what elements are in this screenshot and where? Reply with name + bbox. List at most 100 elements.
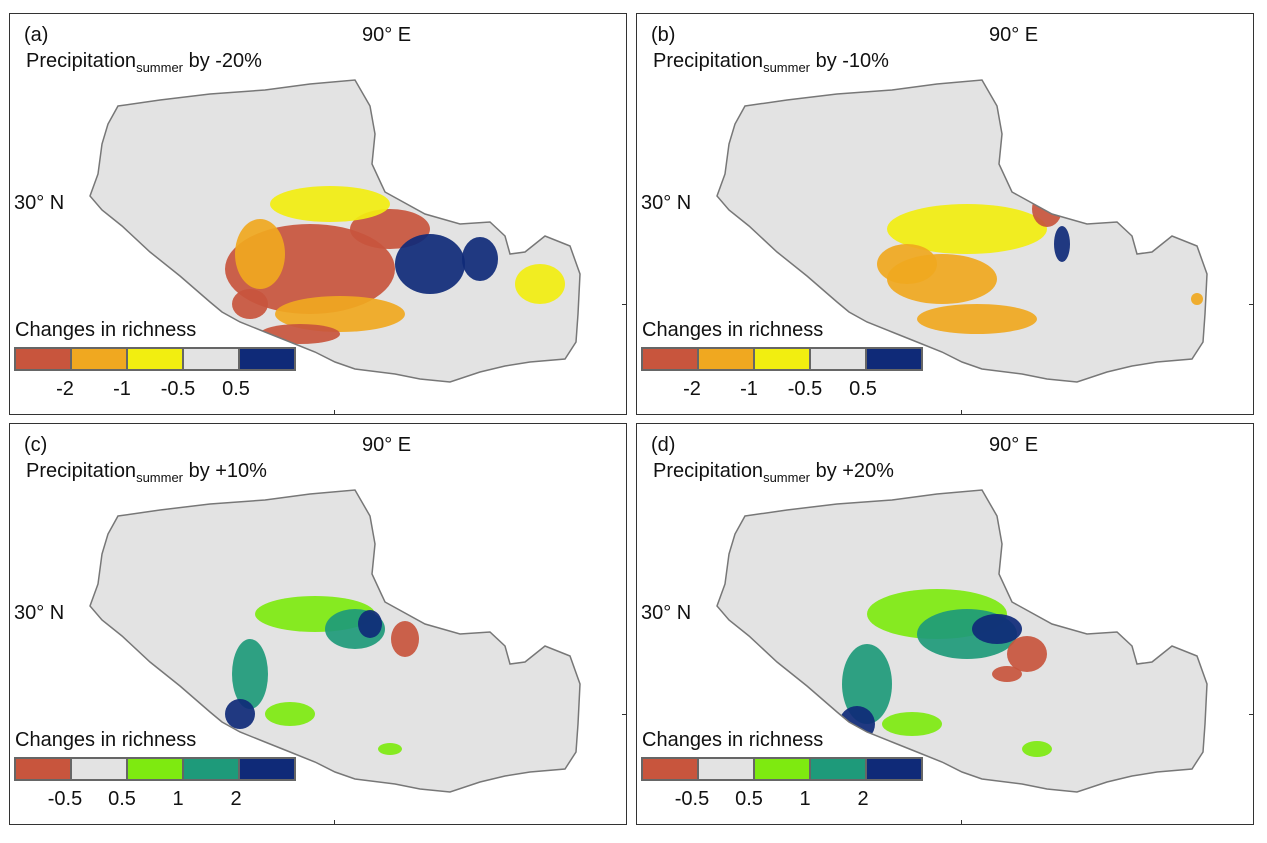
panel-title-suffix: by -10% [810,50,889,72]
legend-tick-label: 1 [172,788,184,810]
richness-change-patch [350,209,430,249]
panel-title-suffix: by +10% [183,460,267,482]
panel-title-main: Precipitation [26,50,137,72]
legend-swatch [755,759,811,779]
legend-tick-label: -2 [683,378,701,400]
panel-title-suffix: by +20% [810,460,894,482]
legend-tick-label: -2 [56,378,74,400]
panel-title: Precipitationsummer by -20% [26,50,262,75]
map-panel: (c) Precipitationsummer by +10% 90° E 30° N… [9,423,627,825]
legend-swatch [128,759,184,779]
legend-tick-label: 0.5 [735,788,763,810]
legend-swatch [72,349,128,369]
legend-color-bar [641,757,923,781]
legend-tick-label: 0.5 [849,378,877,400]
richness-change-patch [972,614,1022,644]
richness-change-patch [877,244,937,284]
axis-tick [961,820,962,824]
map-panel: (b) Precipitationsummer by -10% 90° E 30° N… [636,13,1254,415]
axis-tick [622,304,626,305]
legend-tick-label: 2 [230,788,242,810]
richness-change-patch [270,186,390,222]
panel-title: Precipitationsummer by +20% [653,460,894,485]
richness-change-patch [1022,741,1052,757]
legend-tick-label: 1 [799,788,811,810]
region-outline [89,489,581,793]
axis-tick [961,410,962,414]
axis-tick [334,820,335,824]
legend-swatch [240,759,294,779]
richness-change-patch [232,289,268,319]
legend-swatch [184,759,240,779]
panel-letter: (d) [651,434,676,456]
richness-change-patch [395,234,465,294]
panel-title-subscript: summer [763,60,811,75]
legend-swatch [811,349,867,369]
map-panel: (a) Precipitationsummer by -20% 90° E 30° N… [9,13,627,415]
region-map [716,79,1208,383]
legend-swatch [16,349,72,369]
panel-title-subscript: summer [136,60,184,75]
legend-title: Changes in richness [642,319,824,341]
legend-swatch [72,759,128,779]
panel-title-subscript: summer [136,470,184,485]
panel-title-main: Precipitation [653,50,764,72]
legend-color-bar [14,347,296,371]
region-map [89,79,581,383]
richness-change-patch [917,304,1037,334]
richness-change-patch [275,296,405,332]
richness-change-patch [887,204,1047,254]
longitude-label: 90° E [989,24,1039,46]
richness-change-patch [391,621,419,657]
region-outline [716,79,1208,383]
latitude-label: 30° N [641,192,692,214]
legend-tick-label: 0.5 [222,378,250,400]
panel-letter: (b) [651,24,676,46]
legend-color-bar [14,757,296,781]
latitude-label: 30° N [14,602,65,624]
region-map [716,489,1208,793]
legend-swatch [699,759,755,779]
legend-swatch [867,349,921,369]
panel-title: Precipitationsummer by +10% [26,460,267,485]
richness-change-patch [358,610,382,638]
panel-title-main: Precipitation [653,460,764,482]
legend-swatch [643,759,699,779]
latitude-label: 30° N [641,602,692,624]
richness-change-patch [842,644,892,724]
richness-change-patch [882,712,942,736]
legend-swatch [643,349,699,369]
legend-swatch [184,349,240,369]
axis-tick [622,714,626,715]
panel-letter: (c) [24,434,48,456]
legend-swatch [867,759,921,779]
legend-swatch [16,759,72,779]
richness-change-patch [1007,636,1047,672]
richness-change-patch [232,639,268,709]
legend-tick-label: 0.5 [108,788,136,810]
richness-change-patch [515,264,565,304]
legend-tick-label: -0.5 [47,788,83,810]
longitude-label: 90° E [362,24,412,46]
legend-swatch [240,349,294,369]
panel-title-suffix: by -20% [183,50,262,72]
region-outline [89,79,581,383]
panel-title-main: Precipitation [26,460,137,482]
panel-title: Precipitationsummer by -10% [653,50,889,75]
legend-title: Changes in richness [15,729,197,751]
axis-tick [1249,714,1253,715]
richness-change-patch [225,699,255,729]
axis-tick [1249,304,1253,305]
richness-change-patch [1032,191,1062,227]
legend-title: Changes in richness [15,319,197,341]
panel-title-subscript: summer [763,470,811,485]
legend-color-bar [641,347,923,371]
legend-swatch [128,349,184,369]
richness-change-patch [839,706,875,742]
richness-change-patch [992,666,1022,682]
legend-tick-label: 2 [857,788,869,810]
legend-tick-label: -0.5 [674,788,710,810]
legend-tick-label: -1 [113,378,131,400]
legend-tick-label: -0.5 [787,378,823,400]
richness-change-patch [1054,226,1070,262]
